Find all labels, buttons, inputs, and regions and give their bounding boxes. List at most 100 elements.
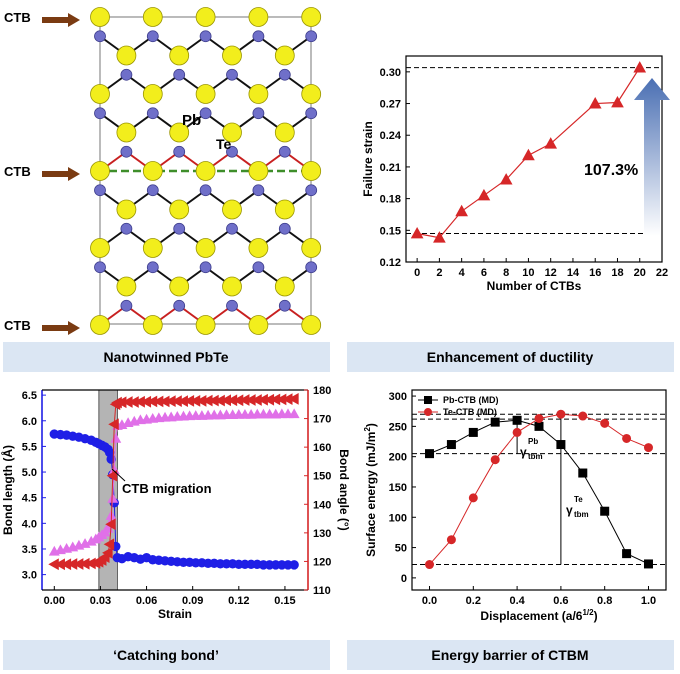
x-tick-label: 14 <box>567 267 580 279</box>
pb-atom <box>301 161 322 181</box>
chart-ductility: 0 2 4 6 8 10 12 14 16 18 20 22 0.12 0.15 0.18 0.21 0.24 0… <box>361 55 668 293</box>
pb-atom <box>195 238 216 258</box>
gamma-pb-sup: Pb <box>528 437 538 446</box>
series-line <box>429 419 649 565</box>
gamma-te-sub: tbm <box>574 510 589 519</box>
te-atom <box>226 68 238 81</box>
x-tick-label: 0.03 <box>90 595 111 607</box>
caption-banner-structure <box>3 342 330 372</box>
y-axis-label: Failure strain <box>361 121 375 196</box>
te-atom <box>94 184 106 197</box>
te-atom <box>146 261 159 274</box>
x-tick-label: 0.00 <box>44 595 65 607</box>
ctb-arrow-top <box>42 13 80 27</box>
ctb-arrow-bottom <box>42 321 80 335</box>
te-atom <box>252 261 265 274</box>
pb-atom <box>195 161 216 181</box>
data-point <box>288 393 299 405</box>
y-tick-label: 0.12 <box>380 257 401 269</box>
x-axis-label-sup: 1/2 <box>582 608 594 617</box>
y-tick-label: 150 <box>389 482 407 494</box>
series-line <box>417 67 641 239</box>
x-tick-label: 0.12 <box>228 595 249 607</box>
left-tick-label: 5.0 <box>22 467 37 479</box>
x-tick-label: 12 <box>545 267 557 279</box>
te-atom <box>146 30 159 43</box>
data-point <box>600 506 610 516</box>
pb-atom <box>116 199 137 220</box>
te-atom <box>252 184 265 197</box>
pb-atom <box>169 122 190 143</box>
pb-atom <box>142 161 163 181</box>
caption-banner-bond <box>3 640 330 670</box>
pb-atom <box>248 238 269 258</box>
y-tick-label: 0.15 <box>380 225 401 237</box>
pb-atom <box>274 122 295 143</box>
y-tick-label: 100 <box>389 512 407 524</box>
data-point <box>446 535 456 545</box>
plot-frame <box>405 55 663 263</box>
x-axis-label: Number of CTBs <box>487 279 582 293</box>
te-atom <box>94 107 106 120</box>
caption-barrier: Energy barrier of CTBM <box>431 647 588 663</box>
te-atom <box>199 107 212 120</box>
te-atom <box>173 222 186 235</box>
pb-atom <box>274 276 295 297</box>
pb-atom <box>248 315 269 335</box>
x-tick-label: 0.2 <box>466 595 481 607</box>
pb-atom <box>274 199 295 220</box>
te-atom <box>173 299 186 312</box>
pb-atom <box>222 122 242 143</box>
pb-atom <box>169 45 190 66</box>
data-point <box>455 204 469 217</box>
data-point <box>588 97 602 109</box>
left-tick-label: 4.5 <box>22 493 37 505</box>
te-atom <box>278 222 291 235</box>
pb-atom <box>116 45 137 66</box>
pb-atom <box>248 7 269 27</box>
data-point <box>643 559 653 569</box>
pb-atom <box>90 161 110 181</box>
data-point <box>633 61 647 73</box>
gamma-pb-sub: tbm <box>528 452 543 461</box>
te-atom <box>278 68 291 81</box>
atomic-structure-panel: CTB CTB CTB Pb Te <box>4 7 322 335</box>
data-point <box>477 188 491 201</box>
x-tick-label: 22 <box>656 267 668 279</box>
data-point <box>534 413 544 423</box>
pb-atom <box>90 238 110 258</box>
x-tick-label: 0.8 <box>597 595 612 607</box>
data-point <box>446 440 456 450</box>
pb-atom <box>301 315 322 335</box>
pb-atom <box>301 84 322 104</box>
ctb-arrow-middle <box>42 167 80 181</box>
ctb-migration-pointer <box>111 468 126 482</box>
y-tick-label: 0.30 <box>380 67 401 79</box>
data-point <box>289 560 299 570</box>
te-atom <box>278 145 291 158</box>
data-point <box>468 427 478 437</box>
data-point <box>103 538 115 551</box>
x-tick-label: 20 <box>634 267 646 279</box>
gamma-pb-symbol: γ <box>520 445 527 459</box>
pb-atom <box>301 7 322 27</box>
x-tick-label: 1.0 <box>641 595 656 607</box>
pb-atom <box>274 45 295 66</box>
right-tick-label: 110 <box>313 585 331 597</box>
y-tick-label: 300 <box>389 391 407 403</box>
x-tick-label: 0.4 <box>509 595 525 607</box>
left-tick-label: 3.5 <box>22 544 37 556</box>
y-tick-label: 0.21 <box>380 162 401 174</box>
te-atom <box>305 261 318 274</box>
pb-atom <box>169 276 190 297</box>
te-atom <box>146 107 159 120</box>
data-point <box>544 137 558 149</box>
pb-atom <box>195 315 216 335</box>
pb-atom <box>142 315 163 335</box>
y-tick-label: 0.24 <box>380 130 402 142</box>
gamma-te-sup: Te <box>574 495 583 504</box>
te-atom <box>226 222 238 235</box>
ctb-label-top: CTB <box>4 10 31 25</box>
legend-label: Pb-CTB (MD) <box>443 395 499 405</box>
